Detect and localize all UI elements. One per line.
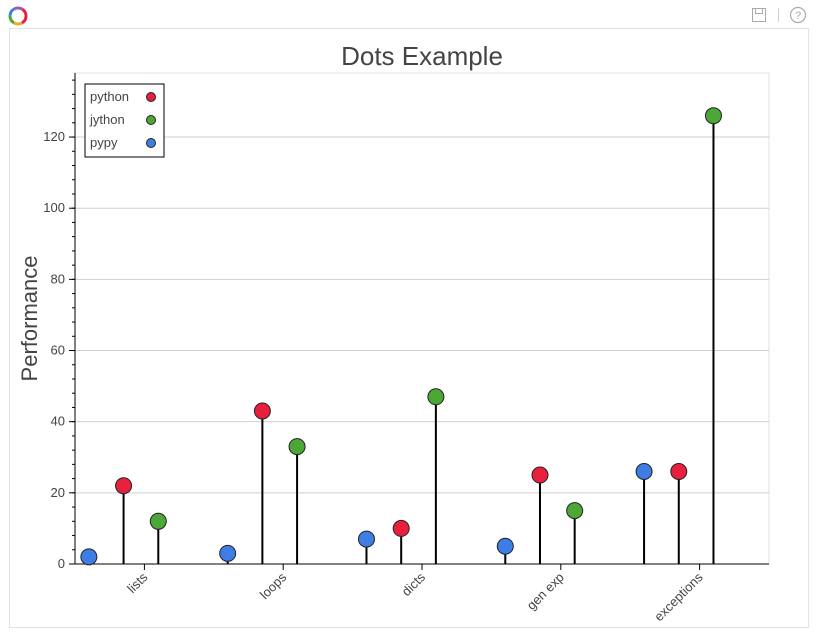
data-point [427,388,445,406]
x-tick-label: lists [124,569,151,596]
x-tick-label: gen exp [524,570,567,613]
legend-label: pypy [90,135,118,150]
y-tick-label: 80 [51,271,65,286]
data-point [635,462,653,480]
help-icon[interactable]: ? [789,6,807,24]
plot-area [74,72,770,565]
y-tick-label: 60 [51,343,65,358]
legend-swatch [146,92,156,102]
y-tick-label: 100 [43,200,65,215]
data-point [219,544,237,562]
y-tick-label: 20 [51,485,65,500]
data-point [115,477,133,495]
save-icon[interactable] [750,6,768,24]
toolbar-divider [778,8,779,22]
plot-frame: Dots Example 0 20 40 60 80 100 120 Performance li… [9,28,809,628]
bokeh-logo-icon[interactable] [8,6,28,26]
y-tick-label: 120 [43,129,65,144]
data-point [253,402,271,420]
x-tick-label: dicts [399,569,429,599]
chart-title: Dots Example [341,41,503,71]
legend-swatch [146,115,156,125]
data-point [566,502,584,520]
dots-chart: Dots Example 0 20 40 60 80 100 120 Performance li… [17,41,770,624]
toolbar: ? [750,6,807,24]
x-tick-label: loops [257,569,290,602]
data-point [149,512,167,530]
legend-label: jython [89,112,125,127]
svg-text:?: ? [795,10,801,22]
y-tick-label: 40 [51,414,65,429]
data-point [357,530,375,548]
legend-label: python [90,89,129,104]
data-point [392,519,410,537]
data-point [670,462,688,480]
x-tick-label: exceptions [651,569,706,624]
y-axis-label: Performance [17,256,42,382]
data-point [496,537,514,555]
y-tick-label: 0 [58,556,65,571]
legend-swatch [146,138,156,148]
data-point [704,107,722,125]
data-point [531,466,549,484]
data-point [288,438,306,456]
data-point [80,548,98,566]
